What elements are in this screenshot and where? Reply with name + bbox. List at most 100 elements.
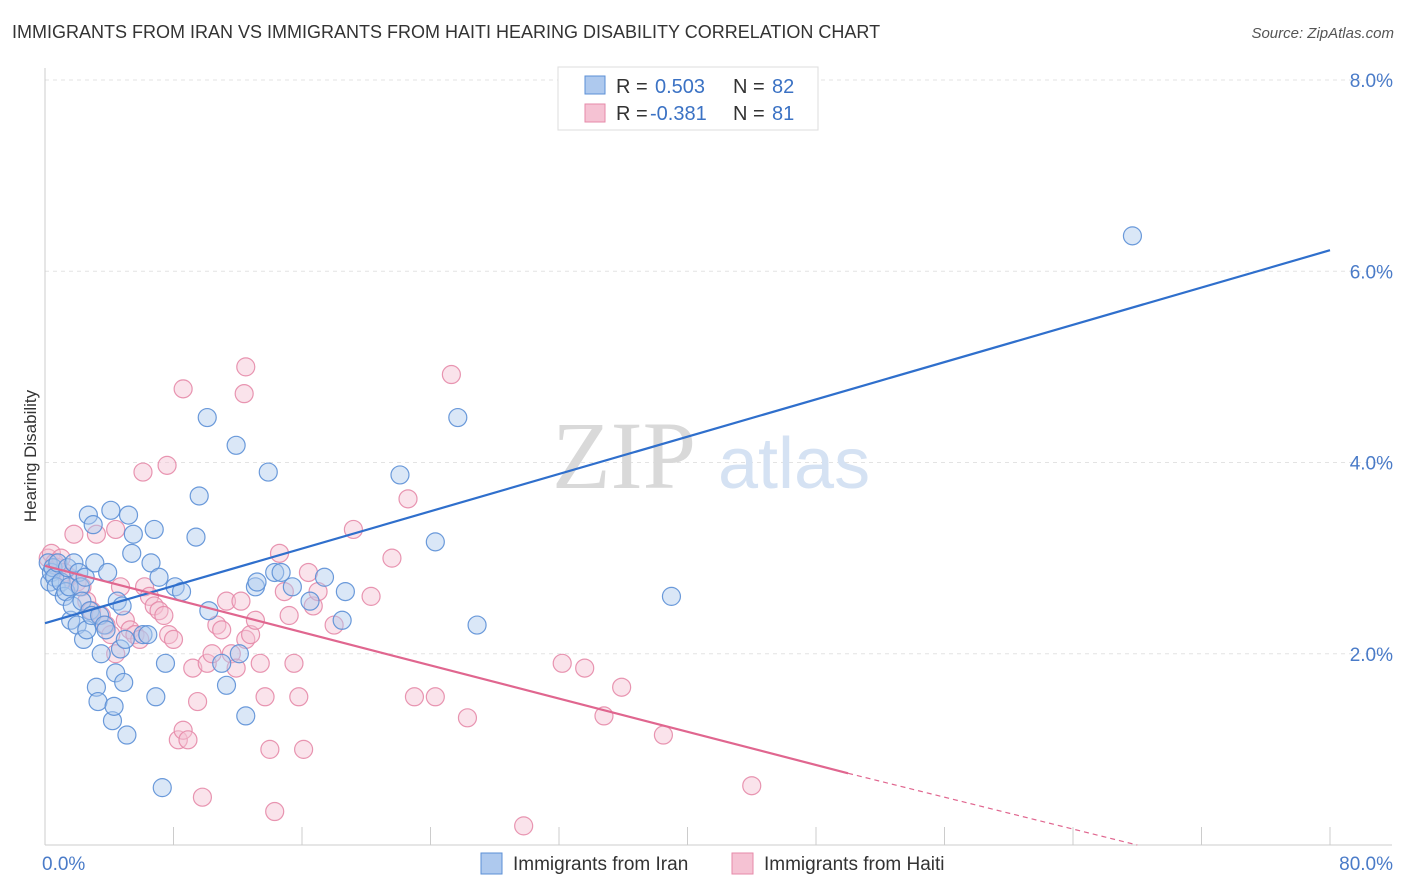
- legend-n-value-iran: 82: [772, 76, 794, 98]
- legend-n-value-haiti: 81: [772, 103, 794, 125]
- legend-swatch-iran: [584, 75, 606, 95]
- data-point-iran: [212, 653, 232, 673]
- data-point-haiti: [284, 653, 304, 673]
- data-point-haiti: [612, 677, 632, 697]
- data-point-haiti: [212, 620, 232, 640]
- data-point-iran: [59, 577, 79, 597]
- data-point-iran: [265, 562, 285, 583]
- y-tick-label: 2.0%: [1350, 645, 1393, 666]
- trend-line-iran: [44, 249, 1331, 625]
- data-point-iran: [271, 562, 291, 583]
- data-point-iran: [189, 486, 209, 506]
- data-point-haiti: [289, 687, 309, 707]
- data-point-iran: [72, 591, 92, 611]
- data-point-iran: [133, 625, 153, 645]
- y-tick-label: 4.0%: [1350, 454, 1393, 475]
- data-point-haiti: [265, 801, 285, 822]
- data-point-haiti: [192, 787, 213, 807]
- data-point-iran: [661, 586, 682, 606]
- data-point-iran: [390, 465, 410, 485]
- data-point-iran: [64, 553, 84, 573]
- axes: [44, 68, 1392, 846]
- data-point-iran: [138, 625, 158, 645]
- data-point-haiti: [106, 519, 126, 540]
- data-point-haiti: [308, 581, 328, 602]
- data-point-iran: [118, 505, 139, 525]
- data-points: [38, 226, 1143, 836]
- legend-r-label-iran: R =: [616, 76, 648, 98]
- data-point-iran: [144, 519, 164, 540]
- data-point-iran: [101, 500, 121, 520]
- data-point-haiti: [457, 708, 478, 728]
- y-axis-label: Hearing Disability: [21, 389, 40, 522]
- chart-title: IMMIGRANTS FROM IRAN VS IMMIGRANTS FROM …: [12, 22, 880, 42]
- data-point-iran: [122, 543, 142, 563]
- data-point-iran: [104, 696, 124, 716]
- data-point-iran: [98, 562, 118, 583]
- legend-swatch-haiti: [584, 103, 606, 123]
- data-point-haiti: [236, 357, 256, 377]
- data-point-iran: [123, 524, 143, 544]
- series-legend-label-haiti: Immigrants from Haiti: [764, 854, 945, 875]
- series-legend-swatch-iran: [480, 852, 503, 875]
- data-point-iran: [106, 663, 126, 683]
- data-point-haiti: [183, 658, 203, 678]
- data-point-iran: [86, 677, 107, 697]
- tick-labels: 2.0% 4.0% 6.0% 8.0% 0.0% 80.0%: [42, 71, 1393, 875]
- data-point-iran: [300, 591, 320, 611]
- data-point-haiti: [653, 725, 674, 745]
- data-point-iran: [146, 687, 166, 707]
- data-point-iran: [78, 505, 98, 525]
- data-point-haiti: [514, 816, 534, 836]
- data-point-iran: [83, 515, 103, 535]
- data-point-iran: [102, 711, 123, 731]
- data-point-iran: [70, 577, 90, 597]
- data-point-haiti: [168, 730, 188, 750]
- series-legend-swatch-haiti: [731, 852, 754, 875]
- data-point-haiti: [552, 653, 572, 673]
- legend-r-value-iran: 0.503: [655, 76, 705, 98]
- data-point-haiti: [298, 562, 319, 583]
- data-point-haiti: [231, 591, 251, 611]
- data-point-haiti: [250, 653, 270, 673]
- data-point-haiti: [216, 591, 237, 611]
- data-point-iran: [117, 725, 137, 745]
- data-point-haiti: [157, 455, 177, 475]
- data-point-haiti: [260, 739, 280, 759]
- chart-source: Source: ZipAtlas.com: [1251, 25, 1394, 42]
- stats-legend: R = 0.503 N = 82 R = -0.381 N = 81: [557, 66, 819, 131]
- data-point-iran: [186, 527, 206, 547]
- data-point-iran: [335, 581, 355, 602]
- x-tick-label-max: 80.0%: [1339, 854, 1393, 875]
- data-point-haiti: [425, 687, 445, 707]
- trend-line-extension-haiti: [847, 772, 1138, 846]
- data-point-haiti: [64, 524, 84, 544]
- legend-n-label-iran: N =: [733, 76, 765, 98]
- data-point-haiti: [441, 364, 461, 385]
- data-point-haiti: [398, 489, 418, 509]
- y-tick-label: 6.0%: [1350, 262, 1393, 283]
- data-point-iran: [141, 553, 161, 573]
- data-point-iran: [197, 407, 217, 428]
- data-point-haiti: [133, 462, 153, 482]
- data-point-iran: [67, 615, 87, 635]
- data-point-iran: [216, 675, 237, 695]
- data-point-iran: [1122, 226, 1143, 246]
- data-point-iran: [314, 567, 335, 587]
- data-point-iran: [226, 435, 246, 455]
- data-point-haiti: [279, 605, 299, 626]
- data-point-iran: [77, 620, 97, 640]
- data-point-haiti: [226, 658, 246, 678]
- data-point-haiti: [361, 586, 381, 606]
- data-point-iran: [110, 639, 131, 659]
- data-point-haiti: [163, 629, 184, 650]
- watermark: ZIP atlas: [552, 402, 870, 509]
- data-point-iran: [467, 615, 487, 635]
- data-point-iran: [332, 610, 352, 630]
- data-point-iran: [236, 706, 256, 726]
- data-point-iran: [247, 572, 267, 592]
- data-point-iran: [425, 532, 445, 552]
- data-point-iran: [155, 653, 176, 673]
- y-tick-label: 8.0%: [1350, 71, 1393, 92]
